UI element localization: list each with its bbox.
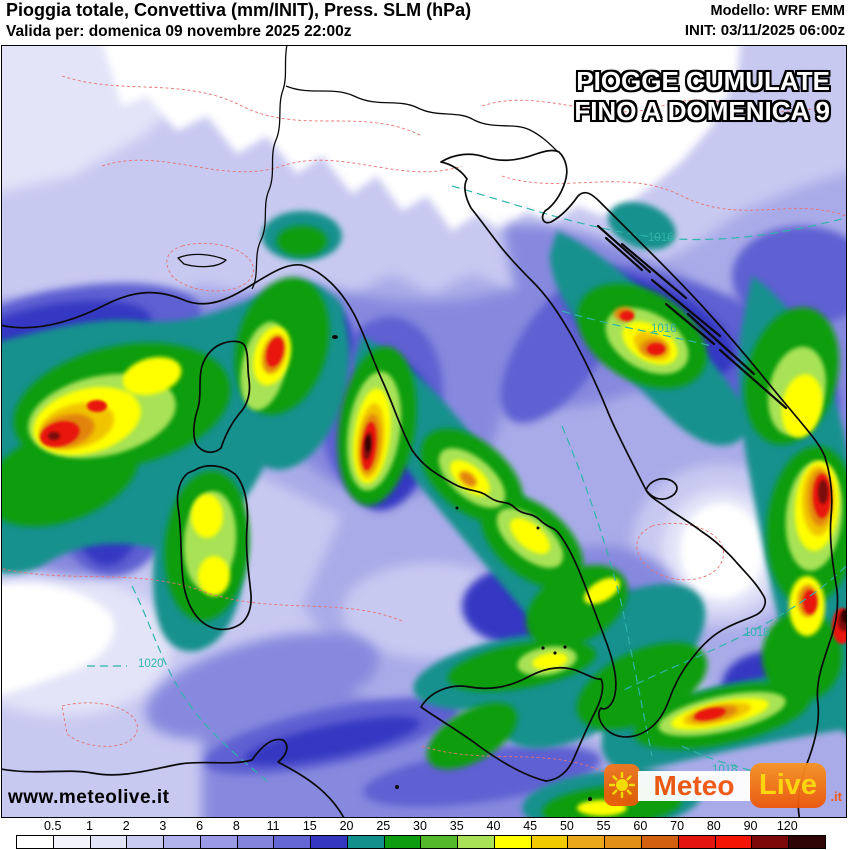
overlay-line2: FINO A DOMENICA 9 (574, 96, 830, 126)
legend-tick: 2 (122, 819, 130, 833)
legend-cell (200, 836, 238, 848)
legend-tick: 45 (523, 819, 538, 833)
legend-cell (568, 836, 606, 848)
logo-live-text: Live (750, 763, 826, 808)
precip-extreme-layer (365, 436, 846, 623)
legend-cell (237, 836, 275, 848)
legend-tick: 40 (486, 819, 501, 833)
legend-tick: 60 (633, 819, 648, 833)
isobar-value-label: 1016 (651, 323, 677, 335)
legend-tick: 50 (559, 819, 574, 833)
legend-cell (17, 836, 54, 848)
country-borders (177, 46, 559, 290)
overlay-line1: PIOGGE CUMULATE (576, 66, 830, 96)
legend-tick: 8 (232, 819, 240, 833)
legend-cell (274, 836, 312, 848)
legend-cell (789, 836, 825, 848)
logo-meteo-text: Meteo (638, 771, 750, 801)
legend-tick: 35 (449, 819, 464, 833)
page-title: Pioggia totale, Convettiva (mm/INIT), Pr… (6, 0, 472, 20)
forecast-map: 1016 1016 1018 1020 1018 PIOGGE CUMULATE FIN… (1, 45, 847, 818)
model-label: Modello: WRF EMM (710, 3, 845, 19)
legend-cell (605, 836, 643, 848)
legend-color-bar (16, 835, 826, 849)
legend-cell (531, 836, 569, 848)
legend-tick: 55 (596, 819, 611, 833)
legend-tick: 11 (266, 819, 280, 833)
legend-tick: 15 (302, 819, 317, 833)
legend-tick: 6 (196, 819, 204, 833)
legend-tick: 3 (159, 819, 167, 833)
legend-cell (642, 836, 679, 848)
header-bar: Pioggia totale, Convettiva (mm/INIT), Pr… (0, 0, 850, 45)
small-islands (332, 335, 592, 801)
legend-tick: 30 (413, 819, 427, 833)
legend-tick: 1 (85, 819, 93, 833)
no-rain-white-layer (2, 46, 764, 694)
legend-cell (715, 836, 753, 848)
legend-tick: 25 (376, 819, 391, 833)
legend-cell (90, 836, 128, 848)
legend-cell (421, 836, 459, 848)
watermark-url: www.meteolive.it (8, 787, 170, 808)
legend-tick: 120 (776, 819, 798, 833)
legend-cell (384, 836, 422, 848)
precipitation-legend: 0.5 1 2 3 6 8 11 15 20 25 30 35 40 45 50 55 60 70 80 90 120 (0, 818, 850, 850)
validity-time-label: Valida per: domenica 09 novembre 2025 22… (6, 23, 352, 40)
coastlines (2, 149, 839, 817)
isobar-value-label: 1020 (138, 658, 164, 670)
legend-cell (458, 836, 495, 848)
rain-contour-lines (2, 75, 846, 797)
legend-tick: 20 (339, 819, 354, 833)
legend-cell (53, 836, 91, 848)
legend-cell (164, 836, 201, 848)
init-time-label: INIT: 03/11/2025 06:00z (684, 22, 845, 39)
meteolive-logo: Meteo Live .it (602, 762, 846, 810)
legend-cell (311, 836, 348, 848)
logo-tld-text: .it (830, 789, 842, 804)
legend-cell (678, 836, 716, 848)
dalmatian-islands (596, 224, 788, 410)
isobar-value-label: 1016 (648, 232, 674, 244)
precip-red-layer (40, 311, 846, 721)
legend-tick: 0.5 (44, 819, 62, 833)
legend-tick: 90 (743, 819, 758, 833)
legend-cell (347, 836, 385, 848)
legend-tick: 80 (706, 819, 721, 833)
legend-cell (752, 836, 790, 848)
isobar-value-label: 1018 (744, 627, 770, 639)
map-overlay-title: PIOGGE CUMULATE FINO A DOMENICA 9 (574, 66, 830, 126)
sun-icon (604, 764, 640, 806)
legend-cell (494, 836, 532, 848)
legend-cell (127, 836, 165, 848)
legend-tick: 70 (670, 819, 685, 833)
